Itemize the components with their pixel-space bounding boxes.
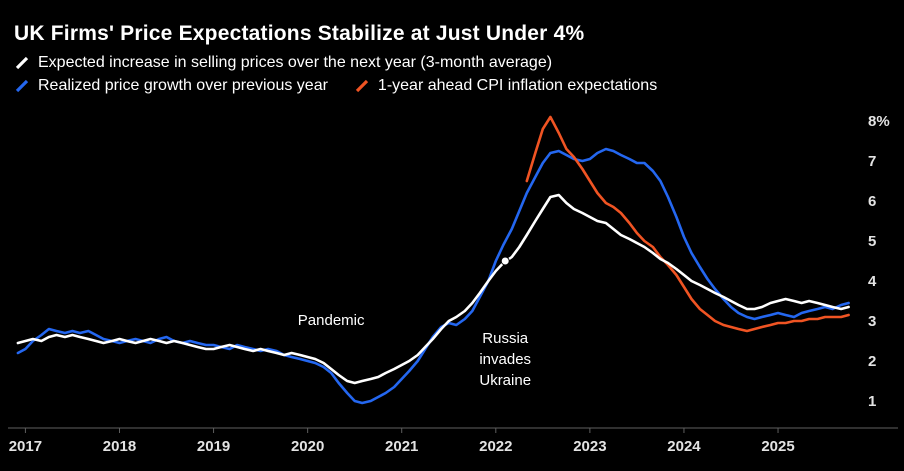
series-line-cpi-inflation-expectations <box>525 115 850 333</box>
x-tick-label: 2022 <box>479 438 512 455</box>
y-tick-label: 8% <box>868 113 890 130</box>
x-tick-label: 2020 <box>291 438 324 455</box>
y-tick-label: 3 <box>868 313 876 330</box>
series-line-expected-selling-prices <box>16 193 850 385</box>
y-tick-label: 7 <box>868 153 876 170</box>
legend-item-realized-price-growth: Realized price growth over previous year <box>14 77 328 95</box>
y-tick-label: 1 <box>868 393 876 410</box>
legend-row: Expected increase in selling prices over… <box>14 54 896 72</box>
x-tick-label: 2019 <box>197 438 230 455</box>
series-line-realized-price-growth <box>16 147 850 405</box>
legend-item-cpi-inflation-expectations: 1-year ahead CPI inflation expectations <box>354 77 657 95</box>
legend-row: Realized price growth over previous year… <box>14 77 896 95</box>
legend-label: Realized price growth over previous year <box>38 77 328 94</box>
annotation-text: Pandemic <box>298 312 365 329</box>
x-tick-label: 2025 <box>761 438 794 455</box>
annotation-text: Ukraine <box>479 372 531 389</box>
page-title: UK Firms' Price Expectations Stabilize a… <box>14 22 585 46</box>
x-tick-label: 2018 <box>103 438 136 455</box>
annotation-marker <box>500 256 510 266</box>
legend-key-icon <box>15 79 29 93</box>
legend-key-icon <box>15 56 29 70</box>
legend-key-icon <box>355 79 369 93</box>
y-tick-label: 5 <box>868 233 876 250</box>
legend-label: 1-year ahead CPI inflation expectations <box>377 77 658 94</box>
legend-item-expected-selling-prices: Expected increase in selling prices over… <box>14 54 552 72</box>
y-tick-label: 4 <box>868 273 877 290</box>
y-tick-label: 2 <box>868 353 876 370</box>
legend: Expected increase in selling prices over… <box>14 54 896 100</box>
x-tick-label: 2024 <box>667 438 701 455</box>
x-tick-label: 2023 <box>573 438 606 455</box>
legend-label: Expected increase in selling prices over… <box>38 54 553 71</box>
x-tick-label: 2017 <box>9 438 42 455</box>
x-tick-label: 2021 <box>385 438 418 455</box>
y-tick-label: 6 <box>868 193 876 210</box>
annotation-text: invades <box>479 351 531 368</box>
annotation-text: Russia <box>482 330 529 347</box>
